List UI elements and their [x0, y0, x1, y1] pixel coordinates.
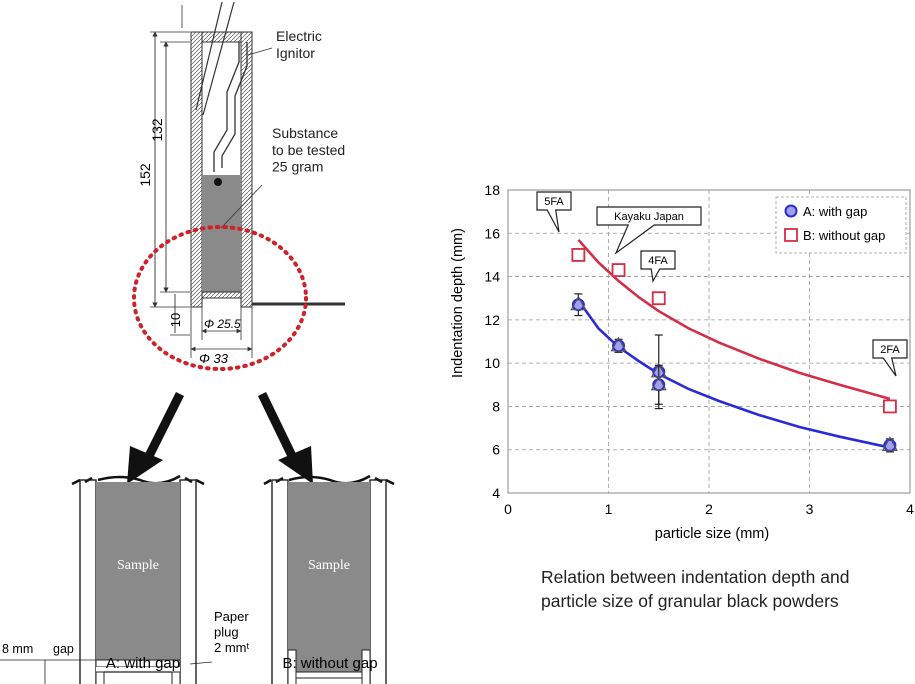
y-tick-label: 14: [484, 269, 500, 285]
igniter-wire: [213, 42, 240, 172]
callout-4fa: 4FA: [640, 250, 676, 283]
y-tick-label: 10: [484, 355, 500, 371]
data-point-triangle: [881, 436, 898, 451]
caption-detail-a: A: with gap: [106, 655, 180, 672]
chart-y-axis-title: Indentation depth (mm): [450, 228, 466, 378]
data-point-series-2: [571, 248, 586, 262]
chart-legend: A: with gap B: without gap: [775, 196, 907, 254]
detail-highlight-circle: [132, 225, 308, 371]
tube-left-wall: [190, 31, 203, 308]
fit-curve-series-1: [577, 299, 891, 449]
bottom-plug: [201, 291, 242, 299]
callout-kayaku-japan: Kayaku Japan: [596, 206, 702, 255]
figure-caption: Relation between indentation depth and p…: [541, 567, 850, 611]
y-tick-label: 18: [484, 182, 500, 198]
dim-152-label: 152: [137, 163, 153, 187]
substance-label: Substance to be tested 25 gram: [272, 125, 345, 175]
chart-x-axis-title: particle size (mm): [655, 526, 769, 542]
dim-132-label: 132: [149, 118, 165, 142]
caption-detail-b: B: without gap: [282, 655, 377, 672]
legend-marker: [784, 204, 798, 218]
callout-5fa: 5FA: [536, 191, 572, 233]
diameter-outer-label: Φ 33: [199, 351, 229, 366]
sample-label-b: Sample: [308, 558, 350, 573]
legend-label: B: without gap: [803, 228, 885, 243]
callout-label: Kayaku Japan: [614, 211, 684, 223]
legend-label: A: with gap: [803, 204, 867, 219]
data-point-triangle: [570, 295, 587, 311]
x-tick-label: 4: [906, 501, 914, 517]
y-tick-label: 8: [492, 398, 500, 414]
legend-box: [775, 196, 907, 254]
legend-marker: [784, 228, 798, 242]
x-tick-label: 2: [705, 501, 713, 517]
gap-dimension-label: 8 mm: [2, 642, 33, 656]
y-tick-label: 4: [492, 485, 500, 501]
gap-word-label: gap: [53, 642, 74, 656]
igniter-label: Electric Ignitor: [276, 28, 322, 61]
chart-annotations: 5FA Kayaku Japan 4FA 2FA: [536, 191, 908, 377]
paper-plug-label: Paper plug 2 mmᵗ: [214, 609, 250, 655]
tube-top-plug: [201, 31, 242, 43]
callout-2fa: 2FA: [872, 339, 908, 377]
callout-label: 4FA: [648, 255, 668, 267]
sample-fill: [202, 175, 241, 292]
data-point-triangle: [650, 375, 667, 391]
x-tick-label: 1: [605, 501, 613, 517]
arrow-to-detail-a: [127, 391, 185, 484]
data-point-triangle: [610, 336, 627, 352]
callout-label: 5FA: [544, 196, 564, 208]
callout-label: 2FA: [880, 344, 900, 356]
igniter-head: [214, 178, 222, 186]
y-tick-label: 12: [484, 312, 500, 328]
y-tick-label: 16: [484, 225, 500, 241]
y-tick-label: 6: [492, 442, 500, 458]
arrow-to-detail-b: [257, 392, 313, 484]
data-point-series-2: [611, 263, 626, 277]
dim-10-label: 10: [168, 313, 183, 327]
detail-a-with-gap: [0, 474, 213, 684]
diameter-inner-label: Φ 25.5: [204, 317, 241, 331]
data-point-series-2: [651, 291, 666, 306]
sample-label-a: Sample: [117, 558, 159, 573]
x-tick-label: 0: [504, 501, 512, 517]
tube-right-wall: [240, 31, 253, 308]
chart-data-points: [570, 248, 898, 453]
detail-b-without-gap: [263, 474, 395, 684]
x-tick-label: 3: [806, 501, 814, 517]
data-point-series-2: [883, 399, 897, 414]
